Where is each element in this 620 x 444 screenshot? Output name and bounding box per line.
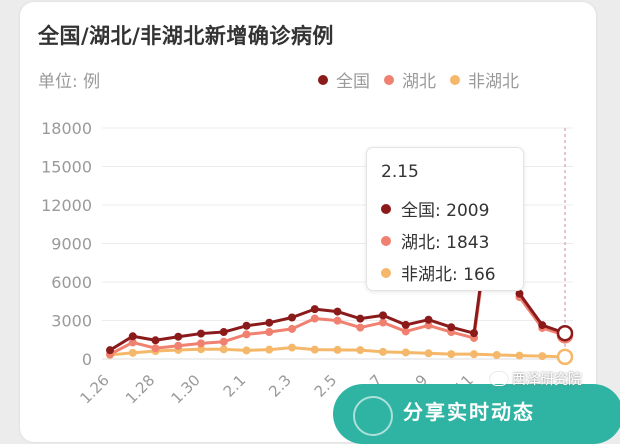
data-point (265, 318, 274, 327)
data-point (379, 318, 387, 327)
tooltip-dot-icon (381, 267, 391, 278)
data-point (379, 311, 387, 320)
tooltip-row-hubei: 湖北: 1843 (381, 228, 489, 253)
data-point (424, 315, 433, 324)
data-point (356, 314, 365, 323)
tooltip-row-national: 全国: 2009 (381, 196, 489, 221)
data-point (242, 321, 251, 330)
share-banner[interactable]: 分享实时动态 (333, 384, 620, 444)
data-point (401, 320, 410, 329)
y-tick-label: 0 (82, 350, 92, 369)
x-tick-label: 1.30 (167, 371, 203, 407)
y-tick-label: 15000 (41, 158, 92, 177)
data-point (288, 313, 296, 322)
legend-item-non-hubei[interactable]: 非湖北 (450, 67, 519, 92)
legend-item-national[interactable]: 全国 (318, 67, 370, 92)
x-tick-label: 2.5 (311, 371, 341, 401)
data-point (447, 323, 456, 332)
watermark: 西泽研究院 (490, 369, 582, 389)
data-point (379, 347, 387, 356)
data-point (265, 328, 274, 337)
data-point (106, 346, 114, 355)
y-tick-label: 18000 (41, 119, 92, 138)
data-point (401, 348, 410, 357)
data-point (356, 346, 365, 355)
data-point (470, 350, 478, 359)
legend-label: 全国 (336, 72, 370, 92)
data-point (424, 349, 433, 358)
data-point (128, 348, 137, 357)
data-point (219, 328, 228, 337)
tooltip-value: 非湖北: 166 (401, 265, 496, 285)
data-point (333, 307, 342, 316)
data-point (219, 337, 228, 346)
data-point (265, 345, 274, 354)
data-point (310, 305, 319, 314)
x-tick-label: 1.26 (76, 371, 112, 407)
tooltip-value: 全国: 2009 (401, 201, 490, 221)
share-banner-label: 分享实时动态 (403, 400, 535, 424)
chart-title: 全国/湖北/非湖北新增确诊病例 (38, 24, 334, 48)
data-point (556, 324, 574, 342)
data-point (333, 316, 342, 325)
tooltip-date: 2.15 (381, 162, 419, 182)
data-point (515, 351, 524, 360)
x-tick-label: 1.28 (122, 371, 158, 407)
line-chart[interactable]: 0 3000 6000 9000 12000 15000 18000 1.26 1.28 1.30… (0, 0, 620, 420)
data-point (219, 345, 228, 354)
y-tick-label: 6000 (51, 273, 92, 292)
tooltip-dot-icon (381, 235, 391, 246)
x-tick-label: 2.3 (265, 371, 295, 401)
data-point (515, 289, 524, 298)
legend: 全国 湖北 非湖北 (318, 67, 519, 92)
legend-label: 湖北 (402, 72, 436, 92)
legend-item-hubei[interactable]: 湖北 (384, 67, 436, 92)
tooltip-row-non-hubei: 非湖北: 166 (381, 260, 496, 285)
watermark-text: 西泽研究院 (512, 372, 582, 388)
data-point (556, 348, 574, 366)
share-icon (353, 396, 393, 436)
legend-label: 非湖北 (468, 72, 519, 92)
data-point (197, 329, 205, 338)
legend-dot-icon (384, 74, 394, 85)
y-tick-label: 12000 (41, 196, 92, 215)
y-tick-label: 9000 (51, 235, 92, 254)
data-point (242, 346, 251, 355)
data-point (288, 324, 296, 333)
data-point (128, 332, 137, 341)
data-point (242, 330, 251, 339)
data-point (470, 329, 478, 338)
tooltip-value: 湖北: 1843 (401, 233, 490, 253)
data-point (310, 345, 319, 354)
legend-dot-icon (450, 74, 460, 85)
data-point (447, 350, 456, 359)
data-point (538, 352, 547, 361)
data-point (538, 321, 547, 330)
data-point (288, 343, 296, 352)
x-tick-label: 2.1 (220, 371, 250, 401)
data-point (356, 323, 365, 332)
tooltip: 2.15 全国: 2009 湖北: 1843 非湖北: 166 (366, 147, 524, 291)
data-point (401, 327, 410, 336)
data-point (174, 341, 183, 350)
unit-label: 单位: 例 (38, 72, 101, 92)
data-point (492, 350, 501, 359)
data-point (310, 314, 319, 323)
y-tick-label: 3000 (51, 312, 92, 331)
tooltip-dot-icon (381, 203, 391, 214)
data-point (333, 345, 342, 354)
data-point (151, 336, 160, 345)
legend-dot-icon (318, 74, 328, 85)
data-point (197, 339, 205, 348)
data-point (174, 332, 183, 341)
data-point (151, 344, 160, 353)
wechat-icon (490, 372, 508, 386)
